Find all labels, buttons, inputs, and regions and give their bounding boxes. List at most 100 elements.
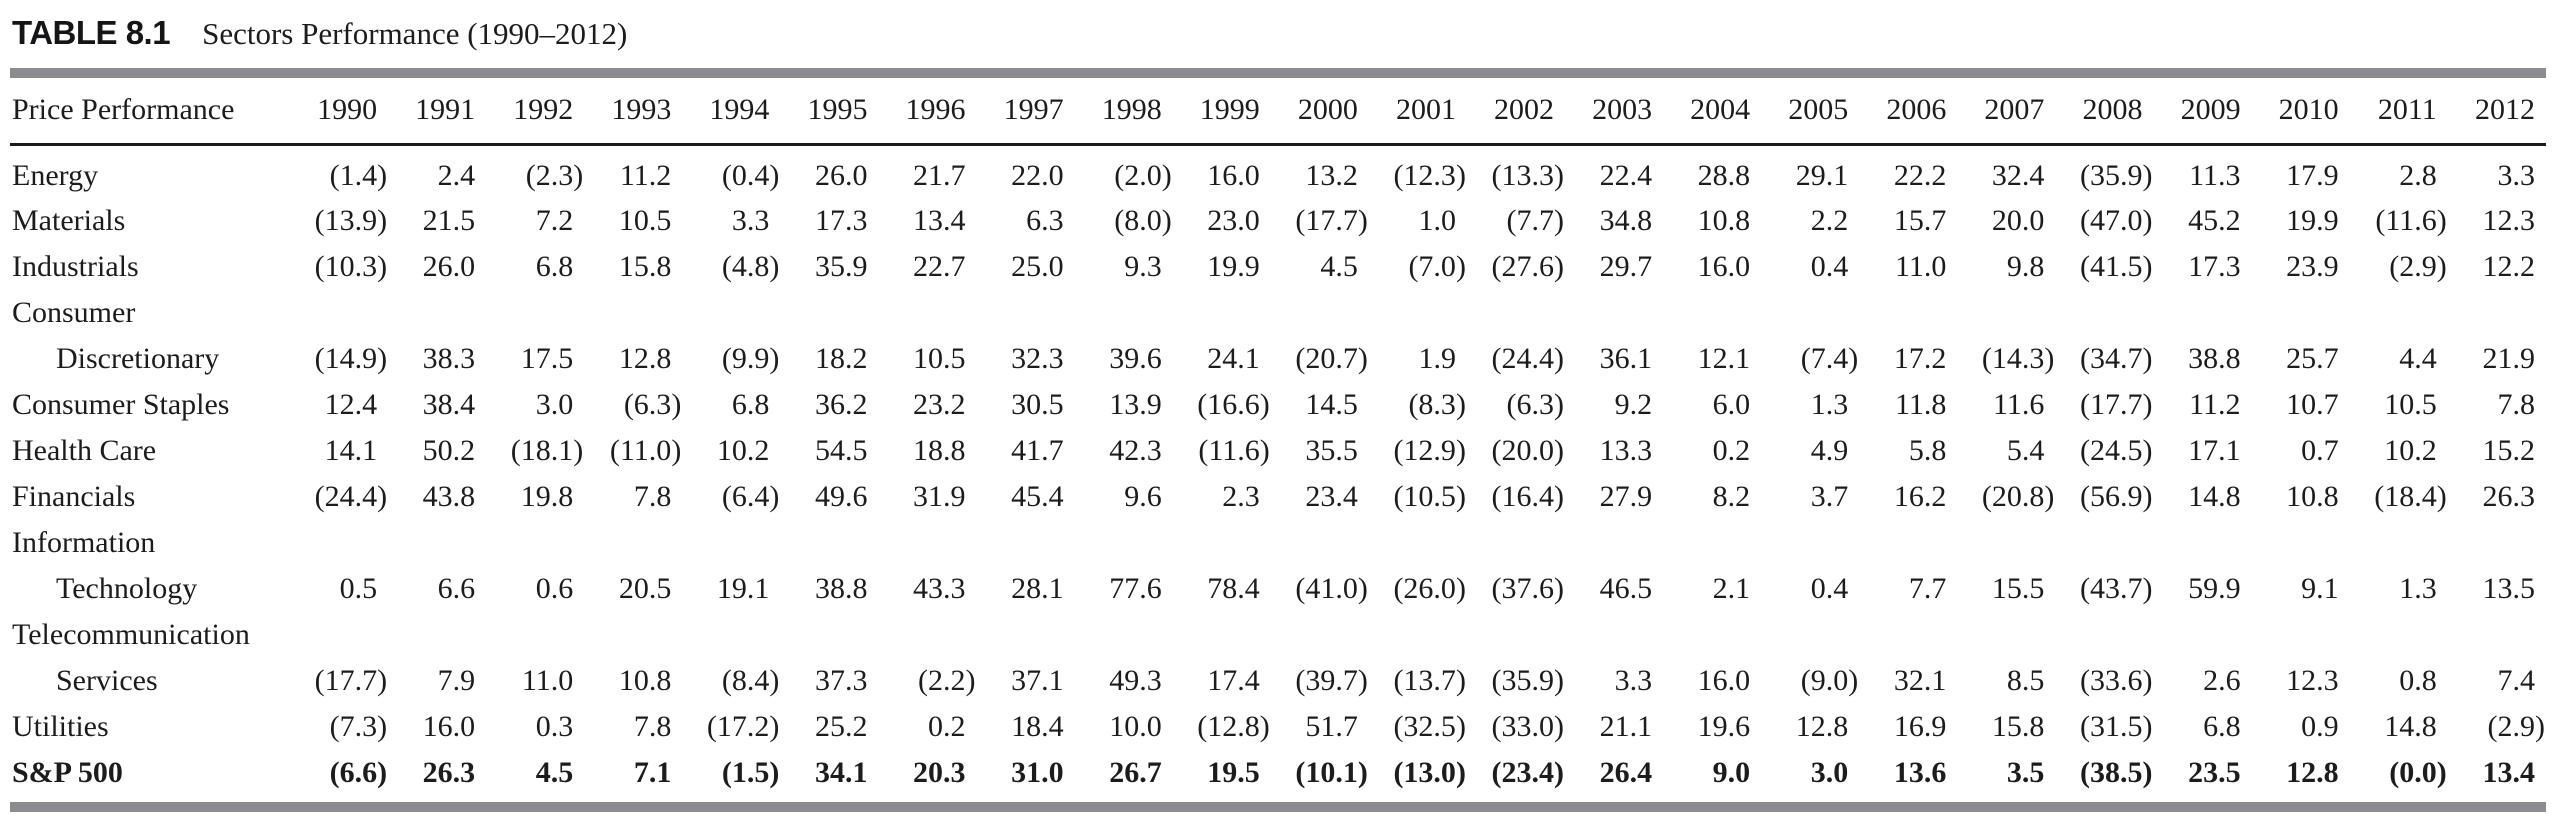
year-header: 1993	[584, 78, 683, 146]
table-title: Sectors Performance (1990–2012)	[202, 16, 628, 51]
value-cell: 6.8	[731, 388, 770, 421]
value-cell: 6.6	[437, 572, 476, 605]
value-cell	[977, 520, 1075, 566]
value-cell: 7.8	[633, 710, 672, 743]
value-cell: 7.8	[2497, 388, 2536, 421]
value-cell: 19.1	[716, 572, 770, 605]
value-cell: 27.9	[1599, 480, 1653, 513]
value-cell: 3.0	[1810, 756, 1849, 789]
value-cell	[388, 520, 486, 566]
value-cell: (9.0)	[1800, 664, 1859, 697]
value-cell: 35.5	[1305, 434, 1358, 467]
value-cell	[682, 520, 780, 566]
value-cell: 54.5	[814, 434, 868, 467]
year-header: 2003	[1565, 78, 1664, 146]
value-cell: 8.5	[2006, 664, 2045, 697]
value-cell: (13.0)	[1393, 756, 1466, 789]
value-cell: 0.8	[2399, 664, 2437, 697]
table-row: Materials (13.9) 21.5 7.2 10.5 3.3 17.3 13.4 6.3…	[10, 198, 2546, 244]
row-label: Health Care	[12, 434, 157, 467]
year-header: 2006	[1859, 78, 1958, 146]
value-cell	[2055, 290, 2153, 336]
value-cell: 78.4	[1207, 572, 1260, 605]
value-cell	[584, 612, 682, 658]
value-cell	[1663, 612, 1761, 658]
value-cell: (20.8)	[1981, 480, 2055, 513]
value-cell: 26.3	[422, 756, 476, 789]
row-label: Consumer Staples	[12, 388, 230, 421]
value-cell: 0.2	[1712, 434, 1751, 467]
value-cell: 17.1	[2188, 434, 2241, 467]
value-cell: (18.4)	[2374, 480, 2447, 513]
year-header: 2001	[1368, 78, 1467, 146]
table-row: S&P 500 (6.6) 26.3 4.5 7.1 (1.5) 34.1 20.3 31.0 2…	[10, 750, 2546, 796]
value-cell	[1859, 612, 1957, 658]
value-cell: 35.9	[814, 250, 868, 283]
value-cell	[1271, 612, 1369, 658]
value-cell: 0.4	[1810, 572, 1849, 605]
value-cell	[2055, 520, 2153, 566]
value-cell	[1761, 612, 1859, 658]
row-label: S&P 500	[12, 756, 123, 789]
value-cell: 26.0	[814, 158, 868, 192]
value-cell: 10.5	[2384, 388, 2437, 421]
year-header: 1994	[682, 78, 781, 146]
value-cell	[2153, 520, 2251, 566]
value-cell: 18.2	[814, 342, 868, 375]
value-cell: 0.2	[928, 710, 966, 743]
year-header: 1990	[290, 78, 389, 146]
row-label: Services	[56, 664, 158, 697]
value-cell: 7.9	[437, 664, 476, 697]
value-cell	[486, 520, 584, 566]
value-cell: (13.9)	[314, 204, 388, 237]
value-cell: (14.9)	[314, 342, 388, 375]
value-cell: (4.8)	[721, 250, 780, 283]
value-cell: (8.3)	[1408, 388, 1466, 421]
value-cell: 16.2	[1893, 480, 1947, 513]
value-cell: 25.2	[814, 710, 868, 743]
value-cell	[1565, 290, 1663, 336]
value-cell: 0.6	[535, 572, 574, 605]
row-label: Information	[12, 526, 156, 559]
value-cell: (41.5)	[2079, 250, 2153, 283]
table-row: Consumer Staples 12.4 38.4 3.0 (6.3) 6.8 36.2 2…	[10, 382, 2546, 428]
value-cell	[1467, 520, 1565, 566]
value-cell: (12.8)	[1197, 710, 1270, 743]
value-cell: 19.9	[2286, 204, 2339, 237]
value-cell	[2350, 290, 2448, 336]
year-header: 1991	[388, 78, 487, 146]
value-cell: 17.2	[1893, 342, 1947, 375]
value-cell: 10.2	[716, 434, 770, 467]
year-header: 1999	[1172, 78, 1271, 146]
row-label: Utilities	[12, 710, 109, 743]
table-row: Health Care 14.1 50.2 (18.1) (11.0) 10.2 54.5 1…	[10, 428, 2546, 474]
value-cell: 8.2	[1712, 480, 1751, 513]
value-cell: 38.3	[422, 342, 476, 375]
table-number: TABLE 8.1	[12, 14, 171, 51]
value-cell	[1663, 290, 1761, 336]
year-header: 2011	[2349, 78, 2448, 146]
value-cell	[2448, 290, 2546, 336]
value-cell: (35.9)	[1491, 664, 1565, 697]
value-cell: (2.9)	[2389, 250, 2447, 283]
value-cell	[2153, 612, 2251, 658]
value-cell: 9.8	[2006, 250, 2045, 283]
value-cell	[2252, 520, 2350, 566]
table-row: Information	[10, 520, 2546, 566]
value-cell: (13.3)	[1491, 158, 1565, 192]
row-label: Technology	[56, 572, 198, 605]
value-cell: 15.8	[618, 250, 672, 283]
value-cell: 7.4	[2497, 664, 2536, 697]
value-cell: 36.2	[814, 388, 868, 421]
value-cell: 6.8	[2203, 710, 2241, 743]
row-label: Consumer	[12, 296, 136, 329]
value-cell: 14.8	[2188, 480, 2241, 513]
value-cell: 10.5	[913, 342, 966, 375]
value-cell	[486, 290, 584, 336]
value-cell	[1173, 612, 1271, 658]
value-cell: 16.0	[422, 710, 476, 743]
value-cell	[2350, 520, 2448, 566]
value-cell: (16.6)	[1197, 388, 1270, 421]
value-cell: 37.1	[1011, 664, 1064, 697]
value-cell: 38.8	[814, 572, 868, 605]
